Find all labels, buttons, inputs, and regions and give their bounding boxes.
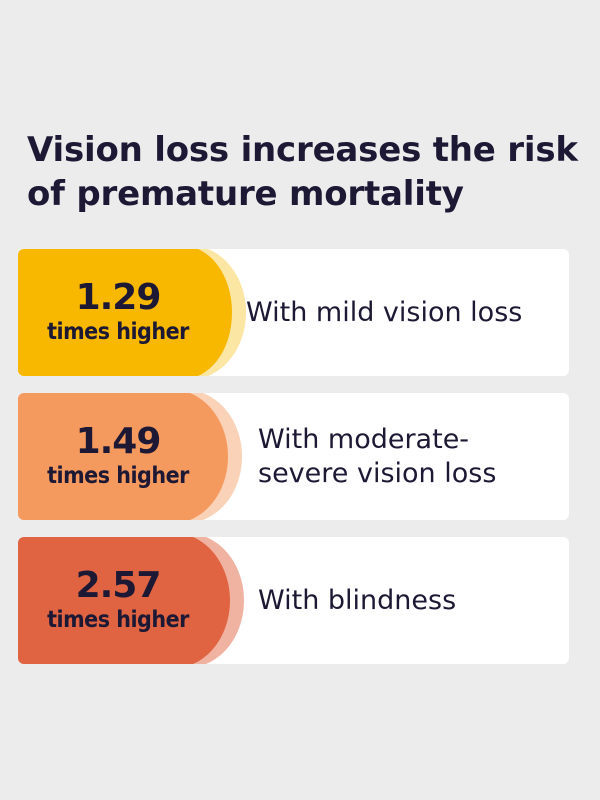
stat-block: 2.57 times higher bbox=[18, 537, 218, 664]
stat-card-mild: 1.29 times higher With mild vision loss bbox=[18, 249, 569, 376]
page-title: Vision loss increases the risk of premat… bbox=[27, 130, 578, 214]
stat-block: 1.29 times higher bbox=[18, 249, 218, 376]
stat-badge-shape bbox=[18, 393, 242, 520]
stat-description: With blindness bbox=[258, 584, 457, 616]
stat-value: 2.57 bbox=[75, 564, 162, 606]
stat-unit: times higher bbox=[47, 318, 189, 345]
stat-value: 1.29 bbox=[75, 276, 162, 318]
stat-badge-shape bbox=[18, 537, 244, 664]
stat-badge-shape bbox=[18, 249, 246, 376]
stat-block: 1.49 times higher bbox=[18, 393, 218, 520]
stat-value: 1.49 bbox=[75, 420, 162, 462]
stat-unit: times higher bbox=[47, 606, 189, 633]
badge-fill bbox=[18, 537, 230, 664]
stat-unit: times higher bbox=[47, 462, 189, 489]
stat-card-moderate-severe: 1.49 times higher With moderate- severe … bbox=[18, 393, 569, 520]
badge-fill bbox=[18, 249, 232, 376]
stat-description: With moderate- severe vision loss bbox=[258, 423, 497, 489]
badge-fill bbox=[18, 393, 228, 520]
stat-description: With mild vision loss bbox=[246, 296, 523, 328]
stat-card-blindness: 2.57 times higher With blindness bbox=[18, 537, 569, 664]
